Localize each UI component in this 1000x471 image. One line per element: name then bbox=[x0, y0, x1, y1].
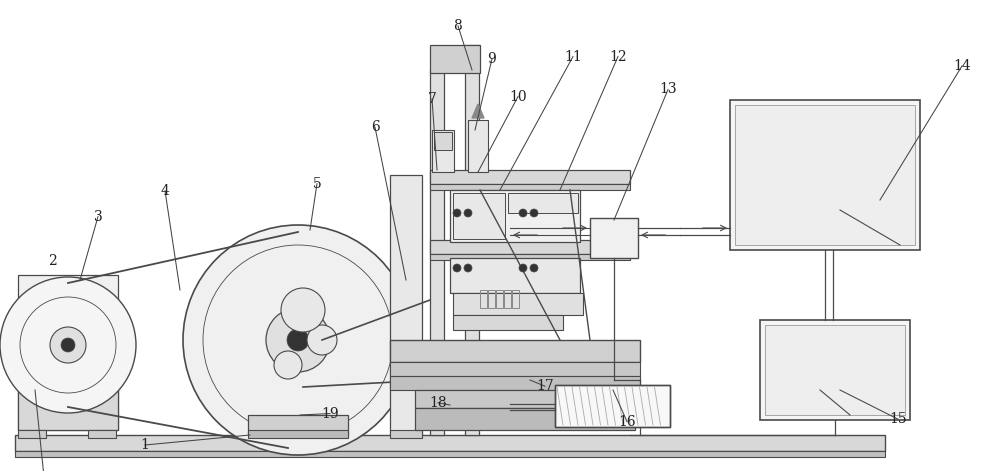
Bar bbox=[390, 175, 422, 435]
Bar bbox=[18, 275, 118, 430]
Bar bbox=[430, 184, 630, 190]
Text: 6: 6 bbox=[371, 120, 379, 134]
Text: 9: 9 bbox=[488, 52, 496, 66]
Text: 17: 17 bbox=[536, 379, 554, 393]
Circle shape bbox=[519, 209, 527, 217]
Bar bbox=[18, 430, 46, 438]
Text: 15: 15 bbox=[889, 412, 907, 426]
Bar bbox=[760, 320, 910, 420]
Circle shape bbox=[61, 338, 75, 352]
Circle shape bbox=[307, 325, 337, 355]
Bar bbox=[248, 430, 348, 438]
Text: 7: 7 bbox=[428, 92, 436, 106]
Circle shape bbox=[453, 264, 461, 272]
Bar bbox=[248, 415, 348, 435]
Bar bbox=[415, 390, 635, 408]
Circle shape bbox=[453, 209, 461, 217]
Circle shape bbox=[464, 209, 472, 217]
Circle shape bbox=[519, 264, 527, 272]
Text: 12: 12 bbox=[609, 49, 627, 64]
Bar bbox=[480, 290, 487, 308]
Bar bbox=[555, 385, 670, 427]
Bar bbox=[430, 240, 630, 254]
Bar bbox=[512, 290, 519, 308]
Bar bbox=[415, 408, 635, 430]
Circle shape bbox=[464, 264, 472, 272]
Text: 8: 8 bbox=[454, 19, 462, 33]
Bar bbox=[88, 430, 116, 438]
Text: 11: 11 bbox=[564, 49, 582, 64]
Bar bbox=[390, 340, 640, 362]
Text: 1: 1 bbox=[141, 438, 149, 452]
Circle shape bbox=[530, 209, 538, 217]
Bar bbox=[15, 435, 885, 451]
Bar bbox=[590, 218, 638, 258]
Text: 18: 18 bbox=[429, 396, 447, 410]
Bar bbox=[468, 120, 488, 172]
Circle shape bbox=[281, 288, 325, 332]
Bar bbox=[735, 105, 915, 245]
Bar bbox=[390, 430, 422, 438]
Bar bbox=[555, 385, 670, 427]
Text: 14: 14 bbox=[953, 59, 971, 73]
Bar bbox=[453, 193, 505, 239]
Bar bbox=[730, 100, 920, 250]
Bar bbox=[508, 193, 578, 213]
Text: 4: 4 bbox=[161, 184, 169, 198]
Circle shape bbox=[530, 264, 538, 272]
Polygon shape bbox=[472, 104, 484, 118]
Bar bbox=[430, 254, 630, 260]
Bar bbox=[432, 130, 454, 172]
Text: 13: 13 bbox=[659, 82, 677, 97]
Text: 2: 2 bbox=[48, 254, 56, 268]
Text: 3: 3 bbox=[94, 210, 102, 224]
Bar bbox=[390, 362, 640, 376]
Bar bbox=[390, 376, 640, 390]
Bar bbox=[488, 290, 495, 308]
Text: 16: 16 bbox=[618, 414, 636, 429]
Bar bbox=[430, 45, 480, 73]
Circle shape bbox=[183, 225, 413, 455]
Bar bbox=[496, 290, 503, 308]
Bar bbox=[453, 315, 563, 330]
Bar bbox=[504, 290, 511, 308]
Bar bbox=[430, 170, 630, 184]
Bar bbox=[15, 451, 885, 457]
Bar bbox=[18, 390, 118, 430]
Bar bbox=[453, 293, 583, 315]
Text: 5: 5 bbox=[313, 177, 321, 191]
Bar bbox=[765, 325, 905, 415]
Circle shape bbox=[274, 351, 302, 379]
Bar bbox=[465, 45, 479, 435]
Text: 19: 19 bbox=[321, 406, 339, 421]
Circle shape bbox=[266, 308, 330, 372]
Bar bbox=[450, 258, 580, 293]
Circle shape bbox=[0, 277, 136, 413]
Circle shape bbox=[287, 329, 309, 351]
Bar bbox=[450, 190, 580, 242]
Bar bbox=[434, 132, 452, 150]
Bar bbox=[430, 70, 444, 435]
Circle shape bbox=[50, 327, 86, 363]
Text: 10: 10 bbox=[509, 89, 527, 104]
